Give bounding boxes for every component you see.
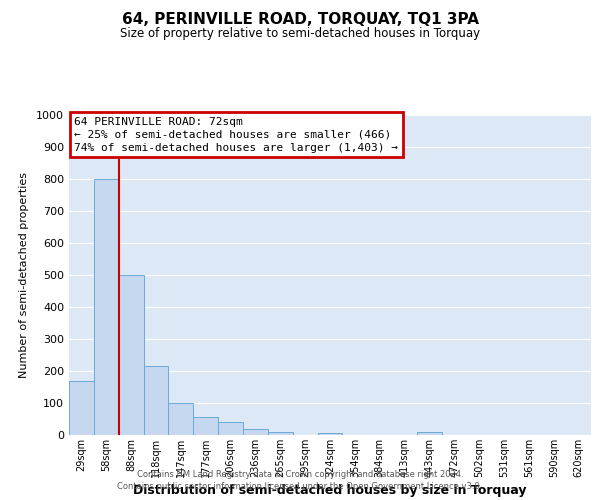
Bar — [169, 403, 193, 435]
Bar — [218, 422, 243, 435]
Bar — [417, 432, 442, 435]
Bar — [243, 429, 268, 435]
Bar — [268, 432, 293, 435]
Bar — [94, 179, 119, 435]
Bar — [317, 433, 343, 435]
Text: Contains public sector information licensed under the Open Government Licence v3: Contains public sector information licen… — [118, 482, 482, 491]
Bar — [143, 366, 169, 435]
Text: 64 PERINVILLE ROAD: 72sqm
← 25% of semi-detached houses are smaller (466)
74% of: 64 PERINVILLE ROAD: 72sqm ← 25% of semi-… — [74, 116, 398, 153]
Text: Contains HM Land Registry data © Crown copyright and database right 2024.: Contains HM Land Registry data © Crown c… — [137, 470, 463, 479]
Bar — [193, 418, 218, 435]
Bar — [69, 380, 94, 435]
Bar — [119, 275, 143, 435]
Text: 64, PERINVILLE ROAD, TORQUAY, TQ1 3PA: 64, PERINVILLE ROAD, TORQUAY, TQ1 3PA — [121, 12, 479, 28]
Text: Size of property relative to semi-detached houses in Torquay: Size of property relative to semi-detach… — [120, 28, 480, 40]
Y-axis label: Number of semi-detached properties: Number of semi-detached properties — [19, 172, 29, 378]
X-axis label: Distribution of semi-detached houses by size in Torquay: Distribution of semi-detached houses by … — [133, 484, 527, 497]
